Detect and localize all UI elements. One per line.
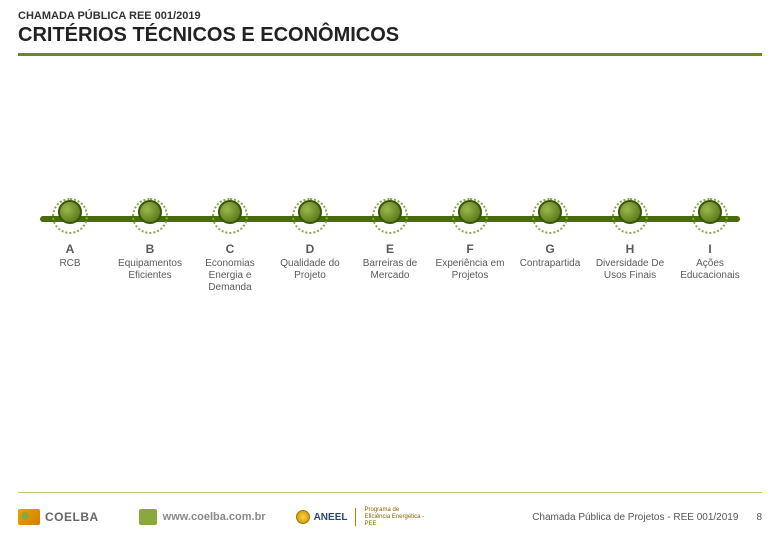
criterion-label: RCB (59, 258, 80, 270)
criterion-i: I Ações Educacionais (670, 176, 750, 294)
brand-logo: COELBA (18, 509, 99, 525)
footer: COELBA www.coelba.com.br ANEEL Programa … (0, 492, 780, 540)
agency-divider (355, 508, 356, 526)
criterion-letter: B (146, 242, 155, 256)
criteria-timeline: A RCB B Equipamentos Eficientes C Economias E… (30, 176, 750, 346)
criterion-letter: G (545, 242, 554, 256)
criterion-letter: E (386, 242, 394, 256)
criterion-node-icon (298, 200, 322, 224)
brand-icon (18, 509, 40, 525)
criterion-label: Diversidade De Usos Finais (590, 258, 670, 282)
criterion-label: Economias Energia e Demanda (190, 258, 270, 294)
url-icon (139, 509, 157, 525)
title-rule (18, 53, 762, 56)
criterion-letter: A (66, 242, 75, 256)
criterion-node-icon (378, 200, 402, 224)
criterion-label: Ações Educacionais (670, 258, 750, 282)
criterion-letter: F (466, 242, 473, 256)
criterion-d: D Qualidade do Projeto (270, 176, 350, 294)
criterion-letter: I (708, 242, 711, 256)
criterion-f: F Experiência em Projetos (430, 176, 510, 294)
criterion-node-icon (138, 200, 162, 224)
url-text: www.coelba.com.br (163, 511, 266, 523)
criterion-letter: D (306, 242, 315, 256)
footer-page-number: 8 (756, 512, 762, 523)
criterion-node-icon (538, 200, 562, 224)
criterion-label: Experiência em Projetos (430, 258, 510, 282)
criterion-label: Qualidade do Projeto (270, 258, 350, 282)
agency-name: ANEEL (314, 512, 348, 523)
footer-caption: Chamada Pública de Projetos - REE 001/20… (532, 512, 738, 523)
criterion-letter: C (226, 242, 235, 256)
agency-badge-icon (296, 510, 310, 524)
url-block: www.coelba.com.br (139, 509, 266, 525)
criterion-node-icon (458, 200, 482, 224)
criterion-e: E Barreiras de Mercado (350, 176, 430, 294)
footer-rule (18, 492, 762, 493)
criterion-node-icon (618, 200, 642, 224)
criterion-letter: H (626, 242, 635, 256)
criterion-node-icon (58, 200, 82, 224)
criterion-c: C Economias Energia e Demanda (190, 176, 270, 294)
page-title: CRITÉRIOS TÉCNICOS E ECONÔMICOS (18, 24, 762, 53)
criterion-g: G Contrapartida (510, 176, 590, 294)
agency-block: ANEEL Programa de Eficiência Energética … (296, 507, 425, 528)
page-supertitle: CHAMADA PÚBLICA REE 001/2019 (18, 10, 762, 22)
criterion-h: H Diversidade De Usos Finais (590, 176, 670, 294)
criterion-node-icon (218, 200, 242, 224)
criterion-label: Equipamentos Eficientes (110, 258, 190, 282)
criterion-label: Barreiras de Mercado (350, 258, 430, 282)
criterion-node-icon (698, 200, 722, 224)
criterion-a: A RCB (30, 176, 110, 294)
agency-subtext: Programa de Eficiência Energética - PEE (364, 507, 424, 528)
criterion-label: Contrapartida (520, 258, 581, 270)
criterion-b: B Equipamentos Eficientes (110, 176, 190, 294)
brand-name: COELBA (45, 510, 99, 524)
